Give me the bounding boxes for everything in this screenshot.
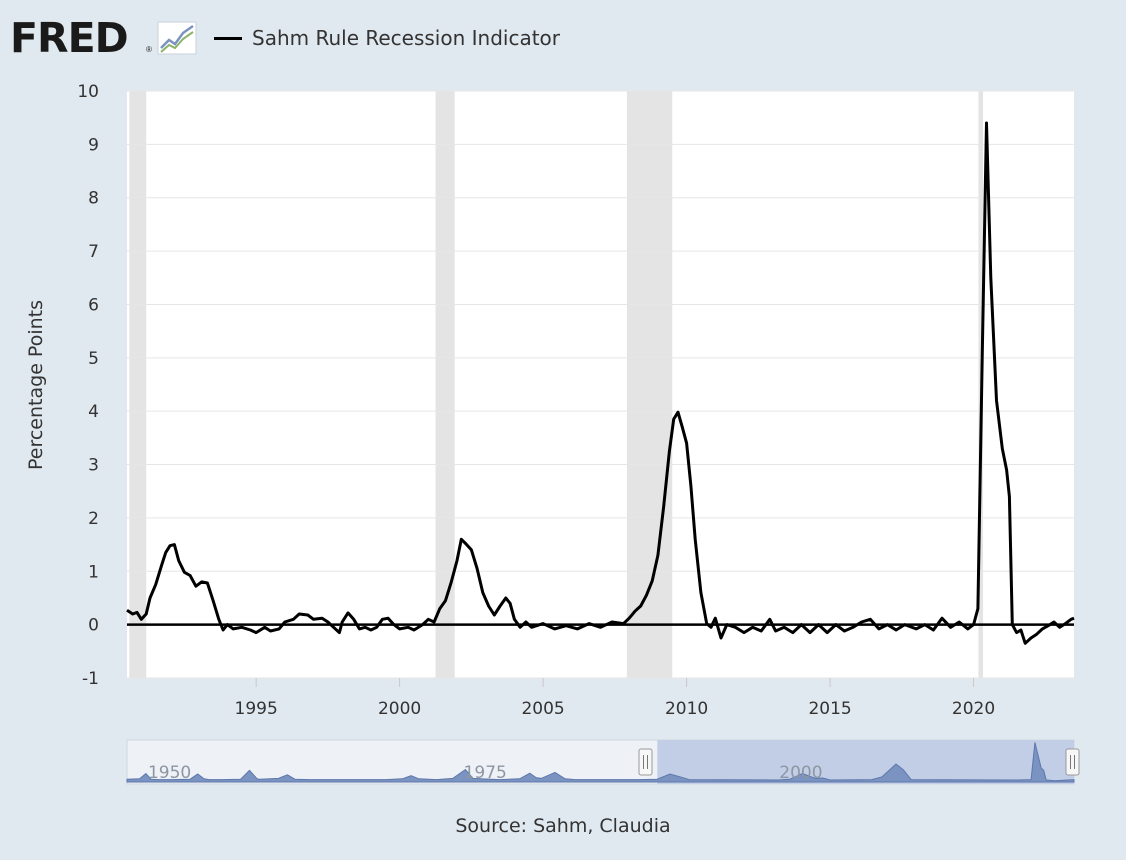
x-tick-label: 2000	[378, 699, 421, 719]
x-axis-labels: 1995 2000 2005 2010 2015 2020	[235, 678, 995, 719]
navigator-labels: 1950 1975 2000	[148, 763, 823, 783]
y-tick-label: 3	[88, 456, 99, 476]
legend-line-swatch	[214, 36, 242, 40]
x-tick-label: 1995	[235, 699, 278, 719]
x-tick-label: 2005	[521, 699, 564, 719]
gridlines	[127, 90, 1074, 679]
y-tick-label: 5	[88, 349, 99, 369]
line-chart-icon	[157, 21, 197, 55]
legend[interactable]: Sahm Rule Recession Indicator	[214, 24, 560, 52]
y-tick-label: 2	[88, 509, 99, 529]
navigator-selection[interactable]	[657, 740, 1074, 784]
recession-bands	[129, 91, 984, 678]
recession-band-0	[129, 91, 147, 678]
navigator-right-handle[interactable]	[1065, 748, 1080, 776]
x-tick-label: 2020	[952, 699, 995, 719]
y-tick-label: 1	[88, 562, 99, 582]
y-tick-label: 8	[88, 189, 99, 209]
y-axis-title: Percentage Points	[25, 300, 47, 470]
y-tick-label: 7	[88, 242, 99, 262]
series-line[interactable]	[126, 121, 1075, 645]
navigator-year-label: 1975	[464, 763, 507, 783]
x-tick-label: 2010	[665, 699, 708, 719]
navigator-series-area	[126, 742, 1075, 783]
y-tick-label: 0	[88, 616, 99, 636]
fred-logo[interactable]: FRED	[10, 14, 129, 62]
y-tick-label: 9	[88, 135, 99, 155]
y-tick-label: 6	[88, 295, 99, 315]
y-axis-labels: -1 0 1 2 3 4 5 6 7 8 9 10	[77, 82, 99, 689]
legend-label: Sahm Rule Recession Indicator	[252, 26, 561, 50]
y-tick-label: 10	[77, 82, 99, 102]
recession-band-1	[435, 91, 455, 678]
y-tick-label: -1	[82, 669, 99, 689]
source-note: Source: Sahm, Claudia	[455, 815, 671, 837]
navigator[interactable]: 1950 1975 2000	[126, 739, 1080, 785]
series-polyline[interactable]	[126, 121, 1075, 645]
plot-area	[127, 91, 1074, 678]
navigator-left-handle[interactable]	[638, 748, 653, 776]
x-tick-label: 2015	[808, 699, 851, 719]
navigator-year-label: 1950	[148, 763, 191, 783]
registered-mark: ®	[146, 45, 152, 54]
y-tick-label: 4	[88, 402, 99, 422]
recession-band-2	[626, 91, 673, 678]
header: FRED ® Sahm Rule Recession Indicator	[0, 0, 1126, 78]
navigator-year-label: 2000	[779, 763, 822, 783]
